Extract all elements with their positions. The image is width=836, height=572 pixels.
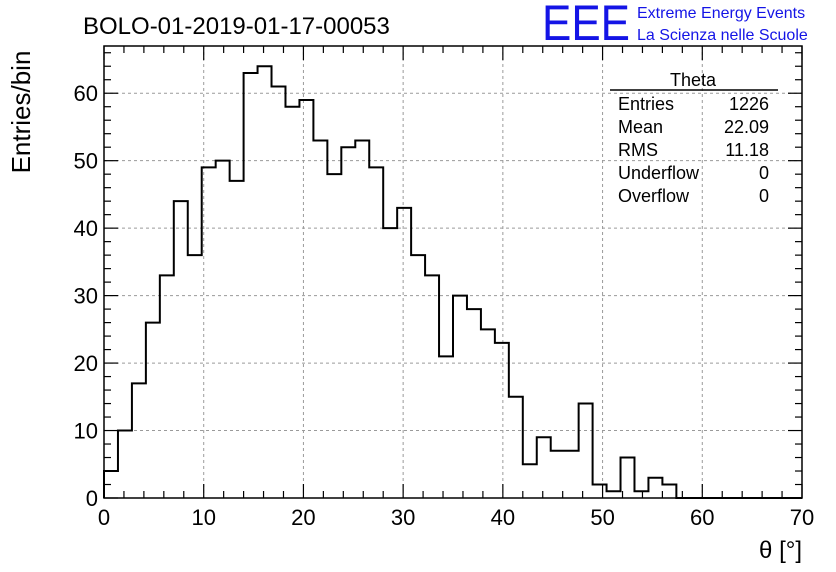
y-axis-label: Entries/bin (6, 51, 36, 174)
histogram-bin (411, 255, 425, 498)
chart-title: BOLO-01-2019-01-17-00053 (83, 13, 390, 40)
logo-mark: EEE (542, 0, 630, 51)
histogram-bin (607, 491, 621, 498)
histogram-bin (132, 383, 146, 498)
histogram-bin (648, 478, 662, 498)
plot-frame (103, 45, 803, 499)
axes (103, 45, 803, 499)
histogram-bin (397, 208, 411, 498)
stats-title: Theta (670, 70, 717, 90)
stats-row-label: Overflow (618, 186, 690, 206)
stats-box: Theta Entries 1226 Mean 22.09 RMS 11.18 Underf… (610, 70, 778, 206)
y-tick-label: 40 (74, 216, 98, 241)
histogram-bin (369, 167, 383, 498)
histogram-bin (118, 431, 132, 498)
stats-row-value: 11.18 (725, 140, 769, 160)
histogram-bin (481, 329, 495, 498)
histogram-bin (523, 464, 537, 498)
histogram-bin (439, 356, 453, 498)
stats-row-label: Mean (618, 117, 663, 137)
histogram-bars (103, 65, 802, 499)
x-tick-label: 60 (690, 505, 714, 530)
histogram-bin (383, 228, 397, 498)
stats-rows: Entries 1226 Mean 22.09 RMS 11.18 Underflow 0 Ov… (618, 94, 769, 206)
y-tick-label: 0 (86, 486, 98, 511)
histogram-bin (453, 296, 467, 498)
histogram-bin (425, 275, 439, 498)
y-tick-label: 50 (74, 149, 98, 174)
histogram-bin (565, 451, 579, 498)
histogram-bin (593, 485, 607, 498)
stats-row-value: 1226 (729, 94, 769, 114)
histogram-bin (355, 140, 369, 498)
histogram-bin (327, 174, 341, 498)
y-tick-label: 30 (74, 284, 98, 309)
stats-row-value: 0 (759, 163, 769, 183)
x-tick-label: 70 (790, 505, 814, 530)
histogram-bin (202, 167, 216, 498)
histogram-bin (230, 181, 244, 498)
tick-labels: 0 10 20 30 40 50 60 70 0 10 20 30 40 50 60 (74, 81, 815, 530)
x-tick-label: 40 (491, 505, 515, 530)
x-tick-label: 50 (590, 505, 614, 530)
x-tick-label: 10 (191, 505, 215, 530)
x-axis-label: θ [°] (759, 537, 802, 564)
stats-row-label: Underflow (618, 163, 700, 183)
y-tick-label: 20 (74, 351, 98, 376)
histogram-bin (509, 397, 523, 498)
histogram-bin (634, 491, 648, 498)
histogram-bin (188, 255, 202, 498)
stats-row-label: RMS (618, 140, 658, 160)
histogram-bin (160, 275, 174, 498)
histogram-bin (313, 140, 327, 498)
histogram-bin (467, 309, 481, 498)
x-tick-label: 0 (98, 505, 110, 530)
histogram-bin (216, 161, 230, 498)
histogram-outline (103, 65, 802, 499)
x-tick-label: 30 (391, 505, 415, 530)
histogram-bin (537, 437, 551, 498)
histogram-bin (551, 451, 565, 498)
y-tick-label: 10 (74, 419, 98, 444)
logo-line1: Extreme Energy Events (637, 5, 805, 22)
stats-row-value: 22.09 (724, 117, 769, 137)
histogram-bin (244, 73, 258, 498)
stats-row-value: 0 (759, 186, 769, 206)
histogram-bin (272, 86, 286, 498)
eee-logo: EEE Extreme Energy Events La Scienza nel… (542, 0, 808, 51)
stats-row-label: Entries (618, 94, 674, 114)
histogram-bin (258, 66, 272, 498)
histogram-bin (579, 404, 593, 498)
histogram-bin (299, 100, 313, 498)
y-tick-label: 60 (74, 81, 98, 106)
x-tick-label: 20 (291, 505, 315, 530)
histogram-bin (285, 107, 299, 498)
histogram-bin (341, 147, 355, 498)
logo-line2: La Scienza nelle Scuole (637, 27, 808, 44)
histogram-bin (495, 343, 509, 498)
histogram-bin (174, 201, 188, 498)
histogram-bin (662, 485, 676, 498)
histogram-bin (146, 323, 160, 498)
